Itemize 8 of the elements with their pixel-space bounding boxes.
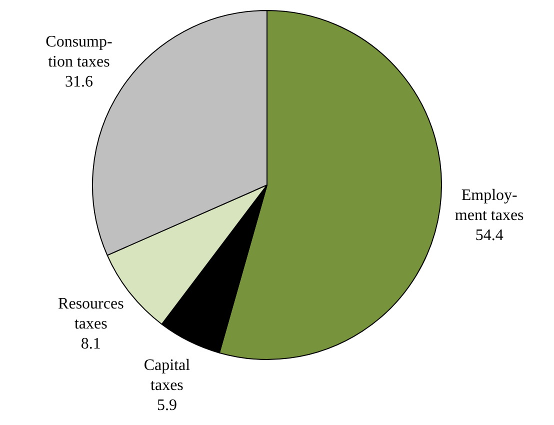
data-label: 5.9 xyxy=(156,397,177,414)
data-label: 8.1 xyxy=(80,335,101,352)
data-label: 54.4 xyxy=(475,227,504,244)
slice-label: Consump- tion taxes xyxy=(46,34,112,71)
slice-label: Capital taxes xyxy=(144,357,191,394)
data-label: 31.6 xyxy=(64,74,93,91)
slice-label: Employ- ment taxes xyxy=(454,187,524,224)
slice-label: Resources taxes xyxy=(58,295,124,332)
